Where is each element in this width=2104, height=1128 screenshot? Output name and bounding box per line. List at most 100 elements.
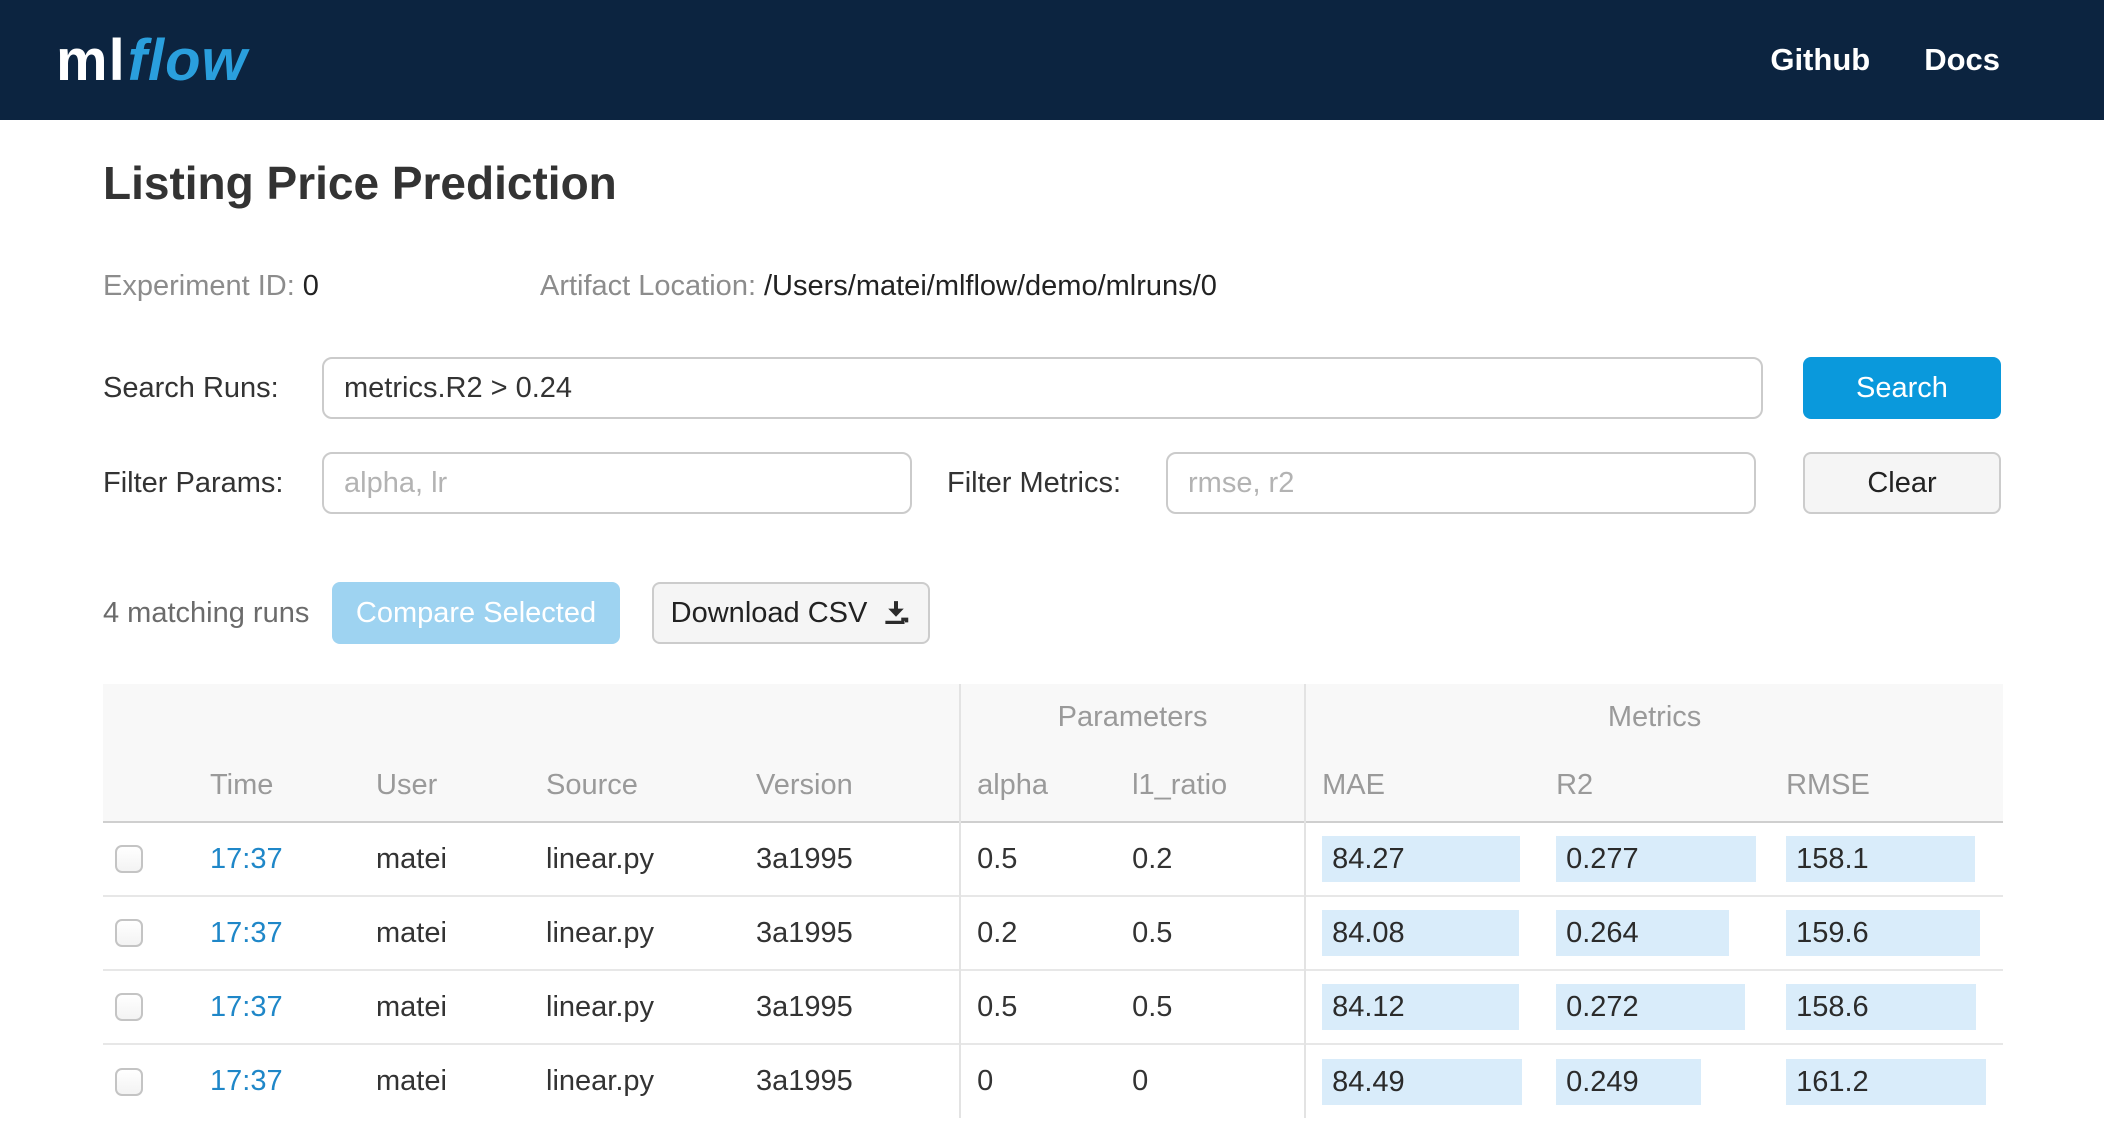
cell-time: 17:37 [180,895,360,970]
metric-value: 0.264 [1566,917,1639,949]
cell-rmse: 159.6 [1770,895,2004,970]
cell-rmse: 158.1 [1770,822,2004,896]
run-checkbox[interactable] [115,1067,143,1096]
run-checkbox[interactable] [115,845,143,873]
download-csv-label: Download CSV [670,596,868,629]
column-header-source: Source [546,769,638,801]
artifact-location-value: /Users/matei/mlflow/demo/mlruns/0 [764,270,1217,302]
metric-value: 84.12 [1332,991,1405,1023]
filter-params-input[interactable] [322,452,912,514]
compare-selected-button[interactable]: Compare Selected [332,582,620,644]
cell-alpha: 0 [959,1043,1117,1118]
actions-row: 4 matching runs Compare Selected Downloa… [103,582,2001,644]
run-checkbox[interactable] [115,993,143,1021]
top-navbar: mlflow Github Docs [0,0,2104,120]
cell-r2: 0.277 [1540,822,1771,896]
cell-l1-ratio: 0.5 [1116,969,1306,1044]
search-runs-label: Search Runs: [103,371,279,404]
metric-highlight-bar: 0.277 [1556,836,1757,882]
cell-l1-ratio: 0.5 [1116,895,1306,970]
cell-alpha: 0.5 [959,969,1117,1044]
mlflow-logo[interactable]: mlflow [56,27,248,94]
cell-r2: 0.249 [1540,1043,1771,1118]
nav-link-docs[interactable]: Docs [1924,42,2000,77]
cell-source: linear.py [530,822,740,896]
metric-value: 84.49 [1332,1065,1405,1098]
cell-time: 17:37 [180,1043,360,1118]
cell-user: matei [360,895,530,970]
search-runs-input[interactable] [322,357,1763,419]
metric-highlight-bar: 0.264 [1556,910,1730,956]
search-button[interactable]: Search [1803,357,2001,419]
cell-user: matei [360,1043,530,1118]
cell-checkbox [103,969,180,1044]
metric-highlight-bar: 158.1 [1786,836,1976,882]
page-title: Listing Price Prediction [103,157,617,209]
cell-alpha: 0.2 [959,895,1117,970]
metric-value: 84.27 [1332,843,1405,875]
experiment-id-value: 0 [302,270,319,302]
column-header-mae: MAE [1304,750,1541,822]
artifact-location: Artifact Location:/Users/matei/mlflow/de… [540,270,1217,303]
metric-highlight-bar: 0.249 [1556,1058,1702,1105]
cell-rmse: 158.6 [1770,969,2004,1044]
filter-metrics-label: Filter Metrics: [947,466,1121,499]
column-header-user: User [376,769,438,801]
table-row: 17:37 matei linear.py 3a1995 0.5 0.2 84.27 0.27… [103,822,2004,896]
cell-version: 3a1995 [740,1043,961,1118]
cell-time: 17:37 [180,969,360,1044]
experiment-id-label: Experiment ID: [103,270,295,302]
cell-version: 3a1995 [740,969,961,1044]
metric-value: 161.2 [1796,1065,1869,1098]
cell-user: matei [360,822,530,896]
main-content: Listing Price Prediction Experiment ID: 0… [0,156,2104,1118]
cell-rmse: 161.2 [1770,1043,2004,1118]
metric-value: 0.277 [1566,843,1639,875]
table-row: 17:37 matei linear.py 3a1995 0.2 0.5 84.08 0.26… [103,895,2004,970]
metric-highlight-bar: 161.2 [1786,1058,1987,1105]
runs-table: Parameters Metrics Time User Source Vers… [103,684,2004,1118]
metric-value: 158.1 [1796,843,1869,875]
run-checkbox[interactable] [115,919,143,947]
metric-value: 159.6 [1796,917,1869,949]
search-row: Search Runs: Search [103,357,2001,419]
experiment-id: Experiment ID: 0 [103,270,540,303]
cell-checkbox [103,822,180,896]
cell-r2: 0.264 [1540,895,1771,970]
matching-runs-count: 4 matching runs [103,596,310,629]
download-csv-button[interactable]: Download CSV [652,582,930,644]
cell-l1-ratio: 0 [1116,1043,1306,1118]
run-time-link[interactable]: 17:37 [210,1065,283,1097]
clear-button[interactable]: Clear [1803,452,2001,514]
run-time-link[interactable]: 17:37 [210,842,283,875]
group-header-spacer [103,684,960,750]
nav-link-github[interactable]: Github [1770,42,1871,77]
cell-mae: 84.27 [1304,822,1541,896]
run-time-link[interactable]: 17:37 [210,916,283,949]
column-header-r2: R2 [1556,769,1594,801]
cell-mae: 84.49 [1304,1043,1541,1118]
metric-value: 158.6 [1796,991,1869,1023]
cell-checkbox [103,895,180,970]
cell-r2: 0.272 [1540,969,1771,1044]
metric-highlight-bar: 84.27 [1322,836,1521,882]
metric-highlight-bar: 0.272 [1556,984,1746,1030]
filter-row: Filter Params: Filter Metrics: Clear [103,452,2001,514]
cell-user: matei [360,969,530,1044]
table-row: 17:37 matei linear.py 3a1995 0 0 84.49 0.249 161… [103,1043,2004,1118]
cell-version: 3a1995 [740,822,961,896]
group-header-parameters: Parameters [959,684,1306,750]
column-header-checkbox [103,750,180,822]
run-time-link[interactable]: 17:37 [210,990,283,1023]
cell-l1-ratio: 0.2 [1116,822,1306,896]
filter-metrics-input[interactable] [1166,452,1756,514]
column-header-l1-ratio: l1_ratio [1132,769,1228,801]
cell-checkbox [103,1043,180,1118]
metric-highlight-bar: 159.6 [1786,910,1981,956]
metric-highlight-bar: 84.49 [1322,1058,1523,1105]
column-header-rmse: RMSE [1786,769,1870,801]
mlflow-logo-flow: flow [127,27,248,93]
cell-alpha: 0.5 [959,822,1117,896]
column-header-version: Version [756,769,853,801]
cell-mae: 84.08 [1304,895,1541,970]
